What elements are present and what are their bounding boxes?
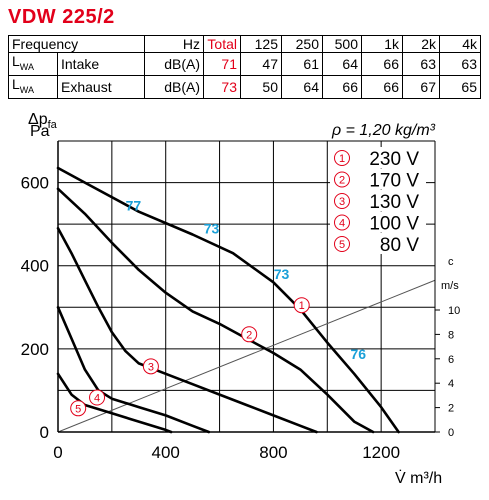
fan-curve-1 (56, 166, 400, 434)
legend-entry-bg (330, 190, 426, 211)
noise-table-row-intake: LWA Intake dB(A) 71 47 61 64 66 63 63 (8, 52, 481, 76)
legend-label: 170 V (369, 171, 419, 192)
fan-curve-4 (56, 306, 211, 434)
legend-entry-bg (330, 211, 426, 233)
x-tick-label: 400 (152, 443, 180, 462)
sound-level-label: 73 (204, 220, 220, 236)
header-total: Total (203, 35, 241, 53)
row-value: 47 (240, 52, 282, 76)
curve-marker-circle (89, 389, 106, 406)
x-tick-label: 1200 (362, 443, 400, 462)
legend-label: 100 V (369, 214, 419, 235)
curve-marker-circle (142, 358, 159, 375)
row-unit: dB(A) (144, 52, 204, 76)
curve-marker-circle (241, 326, 258, 343)
legend-entry-bg (330, 147, 426, 168)
model-title: VDW 225/2 (8, 6, 115, 28)
row-value: 64 (281, 74, 323, 99)
system-line-layer (57, 279, 436, 433)
legend-marker-circle (334, 214, 350, 231)
legend: 1 230 V 2 170 V 3 130 V 4 100 V 5 80 V (330, 147, 426, 256)
curve-marker-number: 3 (148, 361, 154, 373)
row-value: 66 (361, 74, 403, 99)
header-500: 500 (322, 35, 362, 53)
curve-marker-number: 2 (246, 329, 252, 341)
y-tick-label: 600 (21, 174, 49, 193)
y-tick-label: 400 (21, 257, 49, 276)
row-value: 63 (439, 52, 481, 76)
right-axis-tick-label: 0 (448, 427, 454, 439)
legend-entry-bg (330, 168, 426, 190)
density-note: ρ = 1,20 kg/m³ (331, 122, 436, 139)
header-250: 250 (281, 35, 323, 53)
row-name-exhaust: Exhaust (57, 74, 145, 99)
y-axis-label-pressure: Δpfa (28, 111, 58, 131)
legend-label: 130 V (369, 192, 419, 213)
curve-marker-number: 1 (299, 300, 305, 312)
noise-table-row-exhaust: LWA Exhaust dB(A) 73 50 64 66 66 67 65 (8, 74, 481, 99)
x-tick-label: 0 (53, 443, 62, 462)
right-axis-tick-label: 2 (448, 403, 454, 415)
curve-marker-circle (293, 297, 310, 314)
row-value: 63 (402, 52, 440, 76)
row-value: 65 (439, 74, 481, 99)
x-axis-label: V̇ m³/h (395, 469, 442, 487)
header-hz: Hz (144, 35, 204, 53)
y-axis-label-unit: Pa (30, 123, 50, 140)
row-total: 71 (203, 52, 241, 76)
header-125: 125 (240, 35, 282, 53)
curve-marker-number: 4 (94, 392, 100, 404)
header-4k: 4k (439, 35, 481, 53)
right-axis-tick-label: 6 (448, 354, 454, 366)
right-axis-label: c (448, 256, 454, 268)
legend-marker-circle (334, 236, 350, 252)
legend-entry-bg (330, 233, 426, 254)
row-value: 66 (322, 74, 362, 99)
legend-marker-number: 3 (339, 196, 345, 208)
y-tick-label: 0 (40, 423, 49, 442)
legend-marker-number: 4 (339, 218, 345, 230)
legend-marker-circle (334, 150, 350, 166)
system-line (57, 279, 436, 433)
noise-table-header-row: Frequency Hz Total 125 250 500 1k 2k 4k (8, 35, 481, 53)
curve-marker-number: 5 (75, 403, 81, 415)
right-axis-tick-label: 10 (448, 305, 460, 317)
right-axis-unit: m/s (441, 280, 459, 292)
sound-label-layer: 77 73 73 76 (126, 197, 367, 361)
legend-marker-number: 1 (339, 153, 345, 165)
x-tick-label: 800 (259, 443, 287, 462)
noise-table: Frequency Hz Total 125 250 500 1k 2k 4k … (8, 35, 481, 99)
legend-marker-circle (334, 193, 350, 209)
row-value: 67 (402, 74, 440, 99)
header-2k: 2k (402, 35, 440, 53)
row-value: 66 (361, 52, 403, 76)
sound-level-label: 73 (274, 266, 290, 282)
curve-marker-circle (70, 400, 87, 417)
legend-label: 230 V (369, 149, 419, 170)
sound-level-label: 77 (126, 197, 142, 213)
right-axis-tick-label: 8 (448, 329, 454, 341)
fan-curve-5 (56, 372, 173, 434)
header-frequency: Frequency (8, 35, 145, 53)
legend-marker-number: 2 (339, 175, 345, 187)
y-tick-label: 200 (21, 340, 49, 359)
fan-curve-2 (56, 187, 375, 434)
legend-marker-number: 5 (339, 239, 345, 251)
curve-marker-layer: 1 2 3 4 5 (70, 297, 310, 417)
right-axis-tick-label: 4 (448, 378, 454, 390)
sound-level-label: 76 (350, 346, 366, 362)
legend-marker-circle (334, 171, 350, 188)
legend-label: 80 V (380, 235, 419, 256)
